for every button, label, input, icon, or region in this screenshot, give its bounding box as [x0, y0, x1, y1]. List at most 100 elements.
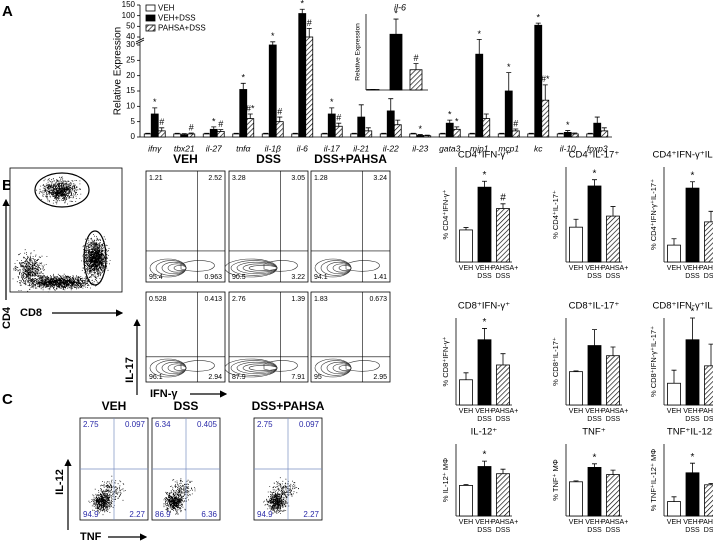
- y-tick-label: 15: [126, 86, 135, 95]
- legend-label: VEH+DSS: [158, 14, 196, 23]
- error-bar: [690, 317, 695, 340]
- significance-mark: #: [500, 192, 506, 203]
- x-tick-label: VEH: [568, 408, 584, 415]
- quadrant-value: 86.9: [155, 510, 171, 519]
- error-bar: [592, 179, 597, 186]
- bar: [600, 130, 609, 138]
- quadrant-value: 0.413: [204, 296, 222, 303]
- x-tick-label: VEH+ DSS: [683, 519, 702, 534]
- bar: [556, 133, 565, 138]
- bar: [143, 133, 152, 138]
- error-bar: [336, 122, 342, 127]
- error-bar: [671, 238, 677, 246]
- bar: [511, 130, 520, 138]
- error-bar: [482, 180, 487, 188]
- y-axis-label: % CD8⁺IL-17⁺: [551, 337, 560, 386]
- bar: [704, 365, 713, 406]
- bar: [379, 133, 388, 138]
- y-tick-label: 0: [131, 132, 136, 141]
- x-tick-label: il-23: [412, 143, 428, 153]
- significance-mark: *: [448, 110, 452, 120]
- bar: [438, 133, 447, 138]
- error-bar: [292, 132, 298, 134]
- significance-mark: *: [241, 73, 245, 83]
- bar: [586, 133, 595, 138]
- bar: [685, 339, 700, 406]
- chart-title: CD4⁺IFN-γ⁺IL-17⁺: [653, 150, 713, 161]
- quadrant-value: 3.28: [232, 175, 246, 182]
- legend-swatch: [145, 14, 156, 22]
- bar: [187, 133, 196, 138]
- inset-title: il-6: [394, 2, 406, 12]
- x-tick-label: VEH: [568, 519, 584, 526]
- significance-mark: *: [593, 168, 597, 179]
- significance-mark: *: [691, 452, 695, 463]
- error-bar: [573, 218, 579, 228]
- axis-label: TNF: [80, 531, 102, 543]
- quadrant-value: 2.95: [373, 374, 387, 381]
- x-tick-label: kc: [534, 143, 543, 153]
- bar: [667, 244, 681, 263]
- x-tick-label: VEH+ DSS: [475, 519, 494, 534]
- axis-label: IFN-γ: [150, 388, 178, 400]
- error-bar: [447, 119, 453, 124]
- error-bar: [528, 132, 534, 134]
- significance-mark: #: [189, 122, 194, 132]
- error-bar: [454, 126, 460, 130]
- x-tick-label: il-21: [353, 143, 369, 153]
- quadrant-value: 3.05: [291, 175, 305, 182]
- bar: [477, 186, 492, 263]
- bar: [685, 187, 700, 263]
- x-tick-label: VEH: [568, 265, 584, 272]
- quadrant-value: 0.963: [204, 274, 222, 281]
- significance-mark: *: [455, 116, 459, 126]
- x-tick-label: VEH+ DSS: [683, 408, 702, 423]
- quadrant-value: 2.76: [232, 296, 246, 303]
- bar: [173, 133, 182, 138]
- error-bar: [263, 132, 269, 134]
- contour: [338, 265, 352, 271]
- y-tick-label: 20: [126, 71, 135, 80]
- bar: [496, 473, 510, 517]
- error-bar: [218, 129, 224, 132]
- error-bar: [601, 127, 607, 131]
- error-bar: [181, 133, 187, 135]
- significance-mark: #: [307, 18, 312, 28]
- contour: [248, 265, 278, 271]
- chart-title: CD4⁺IFN-γ⁺: [458, 150, 510, 161]
- bar: [232, 133, 241, 138]
- quadrant-value: 2.27: [129, 510, 145, 519]
- error-bar: [592, 329, 597, 346]
- bar: [180, 134, 189, 138]
- y-axis-label: % CD4⁺IFN-γ⁺: [441, 189, 450, 239]
- quadrant-value: 2.94: [208, 374, 222, 381]
- significance-mark: #*: [246, 103, 255, 113]
- bar: [409, 69, 423, 91]
- significance-mark: *: [507, 62, 511, 72]
- error-bar: [351, 132, 357, 134]
- x-tick-label: tnfα: [236, 143, 251, 153]
- quadrant-value: 0.097: [125, 420, 146, 429]
- bar: [497, 133, 506, 138]
- error-bar: [690, 181, 695, 189]
- significance-mark: *: [477, 29, 481, 39]
- quadrant-value: 95.4: [149, 274, 163, 281]
- error-bar: [482, 460, 487, 467]
- column-header: VEH: [102, 399, 127, 413]
- bar: [569, 226, 583, 263]
- error-bar: [483, 113, 489, 119]
- error-bar: [381, 132, 387, 134]
- x-tick-label: tbx21: [174, 143, 195, 153]
- error-bar: [388, 98, 394, 111]
- gate: [83, 230, 107, 286]
- x-tick-label: VEH: [666, 265, 682, 272]
- quadrant-value: 94.1: [314, 274, 328, 281]
- x-tick-label: il-10: [560, 143, 576, 153]
- error-bar: [535, 22, 541, 26]
- bar: [606, 215, 620, 263]
- error-bar: [417, 134, 423, 136]
- bar: [364, 130, 373, 138]
- error-bar: [247, 113, 253, 119]
- quadrant-value: 96.1: [149, 374, 163, 381]
